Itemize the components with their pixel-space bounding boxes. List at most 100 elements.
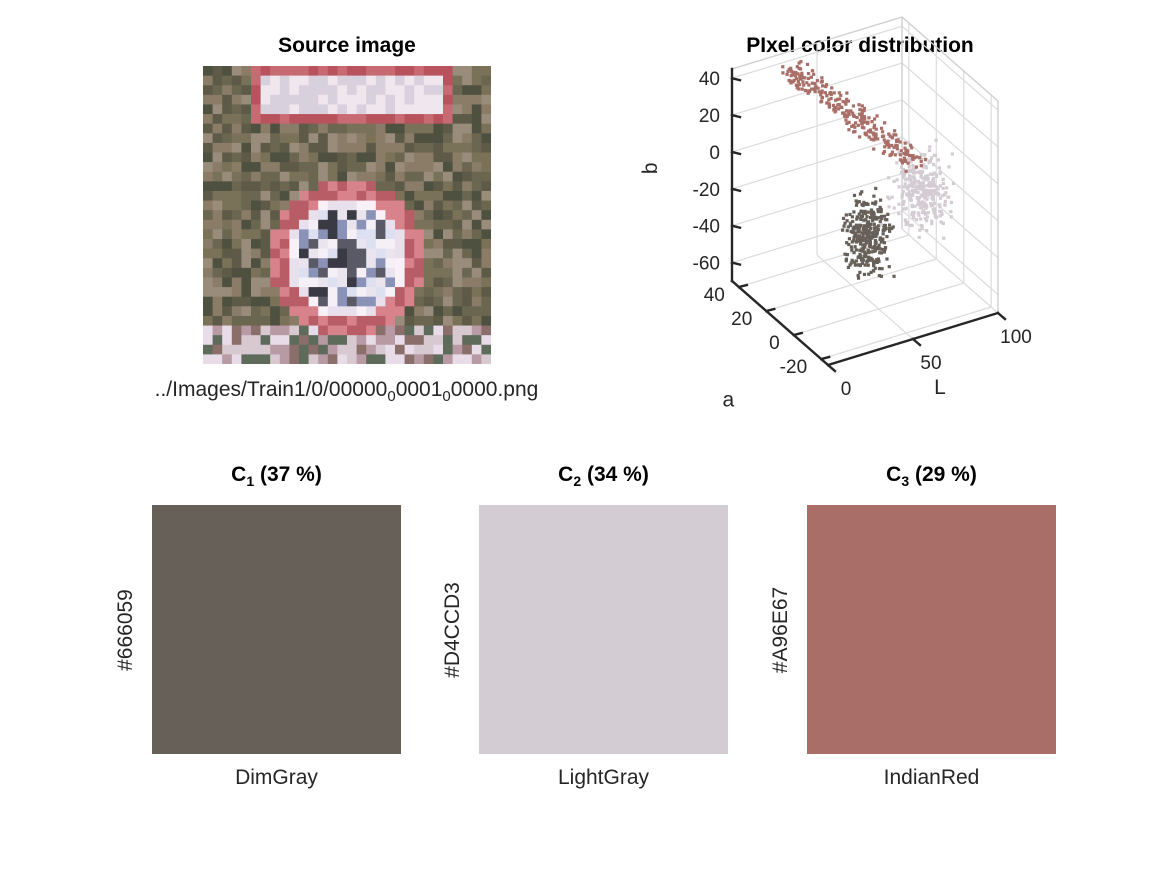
scatter-point: [949, 210, 953, 214]
source-pixel: [356, 104, 367, 115]
scatter-point: [913, 171, 918, 175]
scatter-point: [871, 232, 875, 236]
scatter-point: [820, 96, 824, 100]
source-pixel: [347, 210, 358, 221]
source-pixel: [385, 210, 396, 221]
scatter-point: [917, 187, 922, 191]
source-pixel: [279, 287, 290, 298]
source-pixel: [222, 190, 233, 202]
scatter-point: [940, 212, 944, 216]
source-pixel: [423, 277, 434, 288]
source-pixel: [318, 75, 329, 86]
source-pixel: [471, 335, 482, 346]
source-pixel: [222, 219, 233, 231]
source-pixel: [289, 133, 300, 144]
scatter-point: [916, 202, 920, 207]
source-pixel: [231, 104, 242, 115]
source-pixel: [385, 85, 396, 96]
scatter-point: [841, 228, 845, 232]
source-pixel: [203, 258, 214, 269]
source-pixel: [327, 190, 338, 202]
source-pixel: [385, 315, 396, 327]
source-pixel: [299, 239, 310, 250]
scatter-point: [852, 235, 856, 239]
source-pixel: [452, 85, 463, 96]
scatter-point: [865, 202, 869, 206]
source-pixel: [356, 335, 367, 346]
scatter-point: [810, 81, 814, 85]
scatter-point: [901, 175, 905, 180]
source-pixel: [241, 248, 252, 259]
source-pixel: [433, 94, 444, 106]
source-pixel: [404, 248, 415, 259]
source-pixel: [471, 229, 482, 240]
scatter-point: [858, 118, 862, 123]
scatter-point: [914, 187, 918, 191]
source-pixel: [356, 315, 367, 327]
source-pixel: [279, 306, 290, 317]
source-pixel: [414, 335, 425, 346]
source-pixel: [462, 123, 473, 134]
source-pixel: [433, 229, 444, 240]
source-pixel: [231, 354, 242, 364]
source-pixel: [423, 306, 434, 317]
source-pixel: [423, 219, 434, 231]
source-pixel: [318, 344, 329, 355]
swatch-2-hex: #D4CCD3: [441, 582, 464, 678]
source-pixel: [299, 296, 310, 307]
source-pixel: [260, 190, 271, 202]
source-pixel: [433, 287, 444, 298]
source-pixel: [299, 306, 310, 317]
source-pixel: [299, 335, 310, 346]
scatter-point: [919, 187, 923, 191]
source-pixel: [443, 200, 454, 211]
source-pixel: [318, 267, 329, 279]
source-pixel: [203, 104, 214, 115]
scatter-point: [911, 184, 915, 189]
scatter-point: [865, 215, 869, 219]
source-pixel: [452, 306, 463, 317]
source-pixel: [395, 181, 406, 192]
source-pixel: [289, 171, 300, 182]
source-pixel: [203, 277, 214, 288]
scatter-point: [867, 116, 871, 120]
scatter-point: [924, 212, 928, 216]
source-pixel: [212, 190, 223, 202]
source-pixel: [347, 229, 358, 240]
source-pixel: [356, 219, 367, 231]
source-pixel: [327, 210, 338, 221]
source-pixel: [222, 75, 233, 86]
source-pixel: [299, 354, 310, 364]
scatter-point: [900, 192, 904, 197]
scatter-point: [874, 133, 878, 137]
source-pixel: [347, 219, 358, 231]
swatch-3-name: IndianRed: [883, 766, 980, 789]
source-pixel: [414, 258, 425, 269]
source-pixel: [308, 219, 319, 231]
source-pixel: [260, 306, 271, 317]
source-pixel: [222, 258, 233, 269]
source-pixel: [366, 354, 377, 364]
source-pixel: [251, 152, 262, 163]
scatter-point: [931, 177, 936, 181]
source-pixel: [366, 75, 377, 86]
scatter-point: [859, 217, 863, 221]
source-pixel: [270, 162, 281, 173]
grid-line: [731, 99, 903, 153]
source-pixel: [279, 133, 290, 144]
source-pixel: [318, 287, 329, 298]
scatter-point: [862, 200, 866, 205]
source-pixel: [299, 287, 310, 298]
scatter-point: [927, 184, 932, 188]
source-pixel: [270, 123, 281, 134]
source-pixel: [414, 219, 425, 231]
scatter-point: [869, 137, 873, 141]
source-pixel: [203, 162, 214, 173]
scatter-point: [934, 138, 938, 142]
source-pixel: [327, 296, 338, 307]
source-pixel: [289, 267, 300, 279]
caption-part: 0001: [395, 378, 443, 401]
source-pixel: [222, 66, 233, 77]
source-pixel: [433, 142, 444, 154]
source-pixel: [327, 267, 338, 279]
